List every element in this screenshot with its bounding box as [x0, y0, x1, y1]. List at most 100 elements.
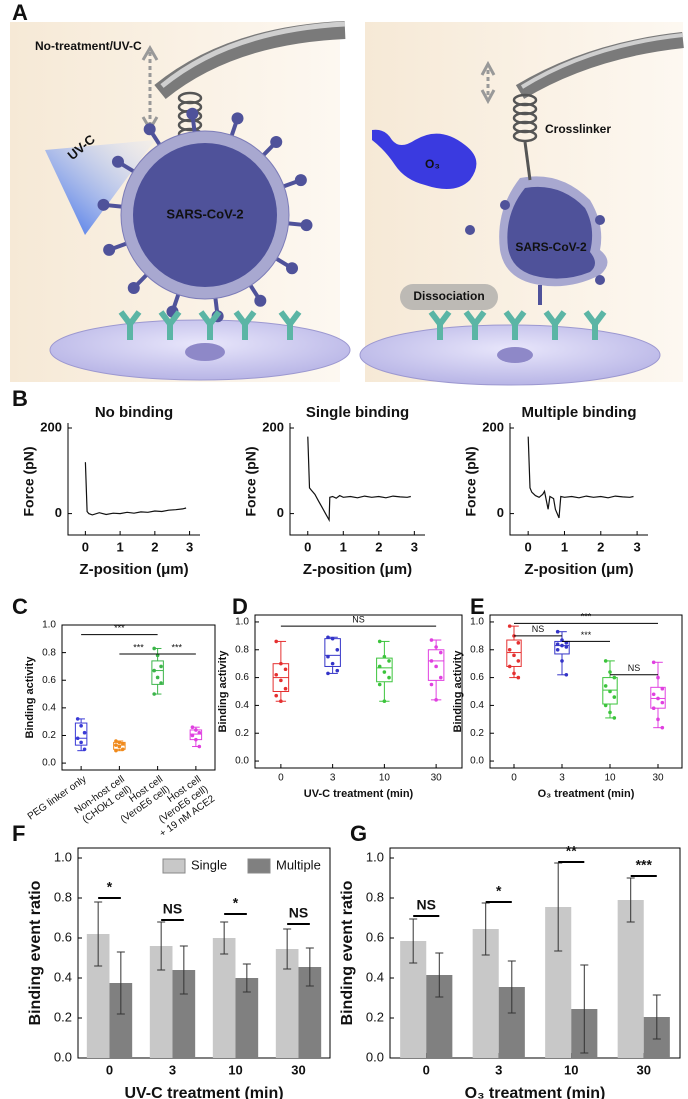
ozone	[372, 129, 477, 189]
y-tick-label: 0.2	[366, 1009, 384, 1024]
spike-head	[186, 107, 199, 120]
data-point	[612, 675, 617, 680]
y-tick-label: 0.6	[366, 929, 384, 944]
data-point	[382, 699, 387, 704]
y-tick-label: 1.0	[235, 617, 249, 628]
data-point	[507, 647, 512, 652]
data-point	[512, 653, 516, 658]
data-point	[330, 661, 335, 666]
box	[506, 639, 522, 667]
significance-label: *	[107, 879, 113, 895]
data-point	[335, 668, 340, 673]
spike-head	[500, 200, 510, 210]
y-tick-label: 0.0	[54, 1049, 72, 1064]
bar	[275, 949, 299, 1058]
bar	[617, 900, 644, 1058]
data-point	[603, 659, 608, 663]
error-bar	[626, 877, 635, 923]
error-bar	[652, 994, 661, 1040]
data-point	[516, 659, 521, 663]
data-point	[152, 668, 156, 673]
panel-label: F	[12, 821, 25, 846]
y-tick-label: 0	[55, 505, 62, 520]
condition-label: No-treatment/UV-C	[35, 39, 142, 53]
data-point	[656, 717, 660, 722]
data-point	[279, 678, 283, 683]
virus-core	[133, 143, 277, 287]
error-bar	[94, 901, 103, 967]
x-tick-label: 0	[82, 539, 89, 554]
nucleus	[497, 347, 533, 363]
box	[602, 677, 618, 705]
receptor	[543, 310, 567, 340]
data-point	[335, 647, 340, 652]
significance-label: ***	[171, 642, 182, 652]
plot-frame	[389, 847, 681, 1059]
x-axis-label: O₃ treatment (min)	[538, 788, 635, 800]
spike-head	[103, 243, 116, 256]
data-point	[152, 646, 156, 651]
receptor	[118, 310, 142, 340]
x-tick-label: 0	[304, 539, 311, 554]
data-point	[197, 730, 202, 735]
error-bar	[179, 945, 188, 995]
y-tick-label: 0.6	[54, 929, 72, 944]
data-point	[651, 660, 656, 665]
spike-head	[595, 215, 605, 225]
x-axis-label: UV-C treatment (min)	[304, 788, 414, 800]
error-bar	[116, 951, 125, 1015]
y-tick-label: 1.0	[470, 617, 484, 628]
data-point	[114, 739, 118, 743]
receptor	[158, 310, 182, 340]
data-point	[117, 740, 122, 745]
significance-label: NS	[163, 901, 182, 917]
data-point	[75, 736, 80, 741]
panel-label: E	[470, 594, 485, 619]
data-point	[82, 747, 87, 752]
bar	[172, 970, 196, 1058]
data-point	[603, 684, 608, 688]
receptor	[463, 310, 487, 340]
receptor	[198, 310, 222, 340]
x-tick-label: 3	[495, 1062, 502, 1077]
data-point	[75, 717, 80, 721]
legend-swatch	[162, 858, 186, 874]
data-point	[159, 681, 163, 685]
data-point	[651, 692, 656, 697]
x-tick-label: 3	[559, 773, 565, 784]
y-axis-label: Force (pN)	[463, 447, 479, 517]
data-point	[560, 643, 564, 648]
spike-head	[300, 219, 313, 232]
receptor	[428, 310, 452, 340]
data-point	[555, 647, 560, 652]
error-bar	[435, 952, 444, 998]
data-point	[114, 748, 118, 753]
x-tick-label: 3	[330, 773, 336, 784]
data-point	[377, 664, 382, 669]
y-tick-label: 1.0	[366, 849, 384, 864]
x-tick-label: 2	[597, 539, 604, 554]
data-point	[608, 689, 612, 694]
data-point	[194, 737, 198, 742]
force-curve	[84, 462, 187, 516]
cantilever-highlight	[160, 21, 346, 88]
significance-label: ***	[581, 612, 592, 622]
plot-frame	[61, 624, 216, 771]
data-point	[660, 700, 665, 705]
spike-head	[231, 112, 244, 125]
data-point	[564, 673, 569, 677]
data-point	[429, 659, 434, 663]
data-point	[283, 686, 288, 691]
y-tick-label: 1.0	[42, 620, 56, 631]
x-axis-label: Z-position (μm)	[79, 561, 188, 578]
x-tick-label: 3	[186, 539, 193, 554]
y-tick-label: 0.0	[470, 756, 484, 767]
virus-deformed	[507, 186, 595, 279]
spike-head	[286, 262, 299, 275]
data-point	[121, 741, 125, 746]
x-axis-label: O₃ treatment (min)	[465, 1085, 606, 1099]
y-tick-label: 0.4	[42, 702, 56, 713]
x-tick-label: 1	[561, 539, 568, 554]
cantilever	[515, 32, 684, 99]
data-point	[197, 744, 202, 749]
